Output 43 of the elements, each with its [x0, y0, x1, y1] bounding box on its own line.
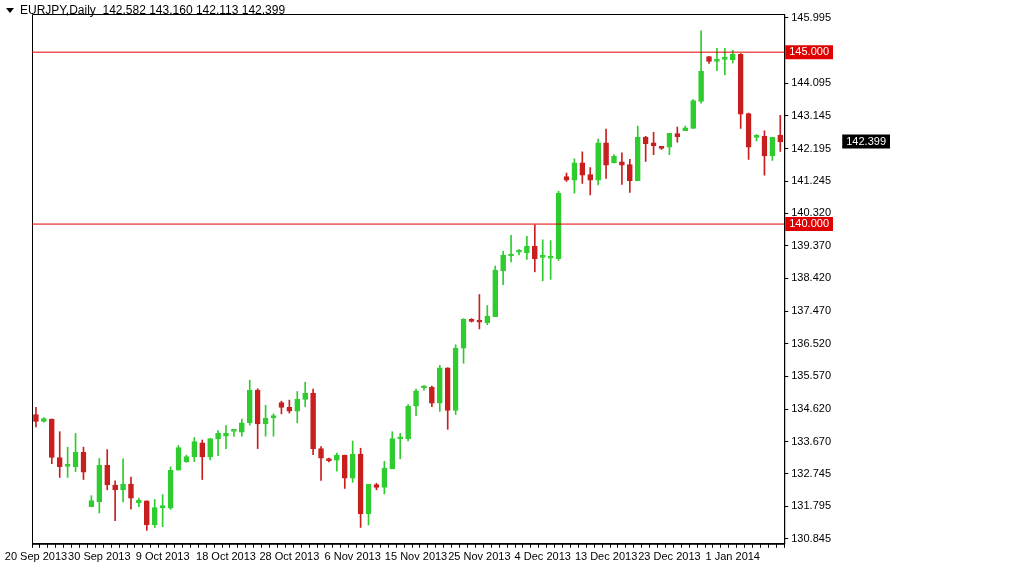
ref-line-label: 140.000 [789, 217, 829, 230]
y-tick-label: 138.420 [791, 271, 831, 284]
y-tick-label: 133.670 [791, 434, 831, 447]
y-tick-label: 134.620 [791, 402, 831, 415]
candlestick [215, 430, 221, 457]
candlestick [223, 425, 229, 449]
x-tick-label: 13 Dec 2013 [574, 550, 638, 563]
candlestick [120, 458, 126, 503]
y-tick-label: 142.195 [791, 141, 831, 154]
candlestick [231, 429, 237, 437]
x-tick-label: 6 Nov 2013 [324, 550, 381, 563]
y-tick-label: 135.570 [791, 369, 831, 382]
candlestick [112, 480, 118, 522]
x-tick-label: 9 Oct 2013 [135, 550, 190, 563]
x-tick-label: 4 Dec 2013 [514, 550, 571, 563]
y-tick-label: 144.095 [791, 76, 831, 89]
y-tick-label: 140.320 [791, 206, 831, 219]
candlestick [56, 431, 63, 478]
x-tick-label: 23 Dec 2013 [638, 550, 701, 563]
candlestick [587, 167, 594, 196]
x-tick-label: 25 Nov 2013 [448, 550, 511, 563]
y-tick-label: 137.470 [791, 304, 831, 317]
y-tick-label: 136.520 [791, 336, 831, 349]
x-tick-label: 28 Oct 2013 [259, 550, 320, 563]
candlestick [619, 152, 625, 185]
y-tick-label: 139.370 [791, 238, 831, 251]
candlestick [539, 239, 546, 282]
y-tick-label: 141.245 [791, 174, 831, 187]
ref-line-label: 145.000 [789, 45, 829, 58]
x-tick-label: 15 Nov 2013 [384, 550, 448, 563]
y-tick-label: 131.795 [791, 499, 831, 512]
x-tick-label: 20 Sep 2013 [4, 550, 68, 563]
x-tick-label: 1 Jan 2014 [705, 550, 760, 563]
x-tick-label: 30 Sep 2013 [68, 550, 131, 563]
y-tick-label: 132.745 [791, 466, 831, 479]
text: 142.399 [846, 134, 886, 147]
candlestick [722, 48, 728, 76]
y-tick-label: 130.845 [791, 531, 831, 544]
x-tick-label: 18 Oct 2013 [196, 550, 256, 563]
y-tick-label: 145.995 [791, 10, 831, 23]
candlestick [714, 48, 720, 72]
y-tick-label: 143.145 [791, 108, 831, 121]
chart-title: EURJPY,Daily 142.582 143.160 142.113 142.399 [20, 3, 286, 17]
